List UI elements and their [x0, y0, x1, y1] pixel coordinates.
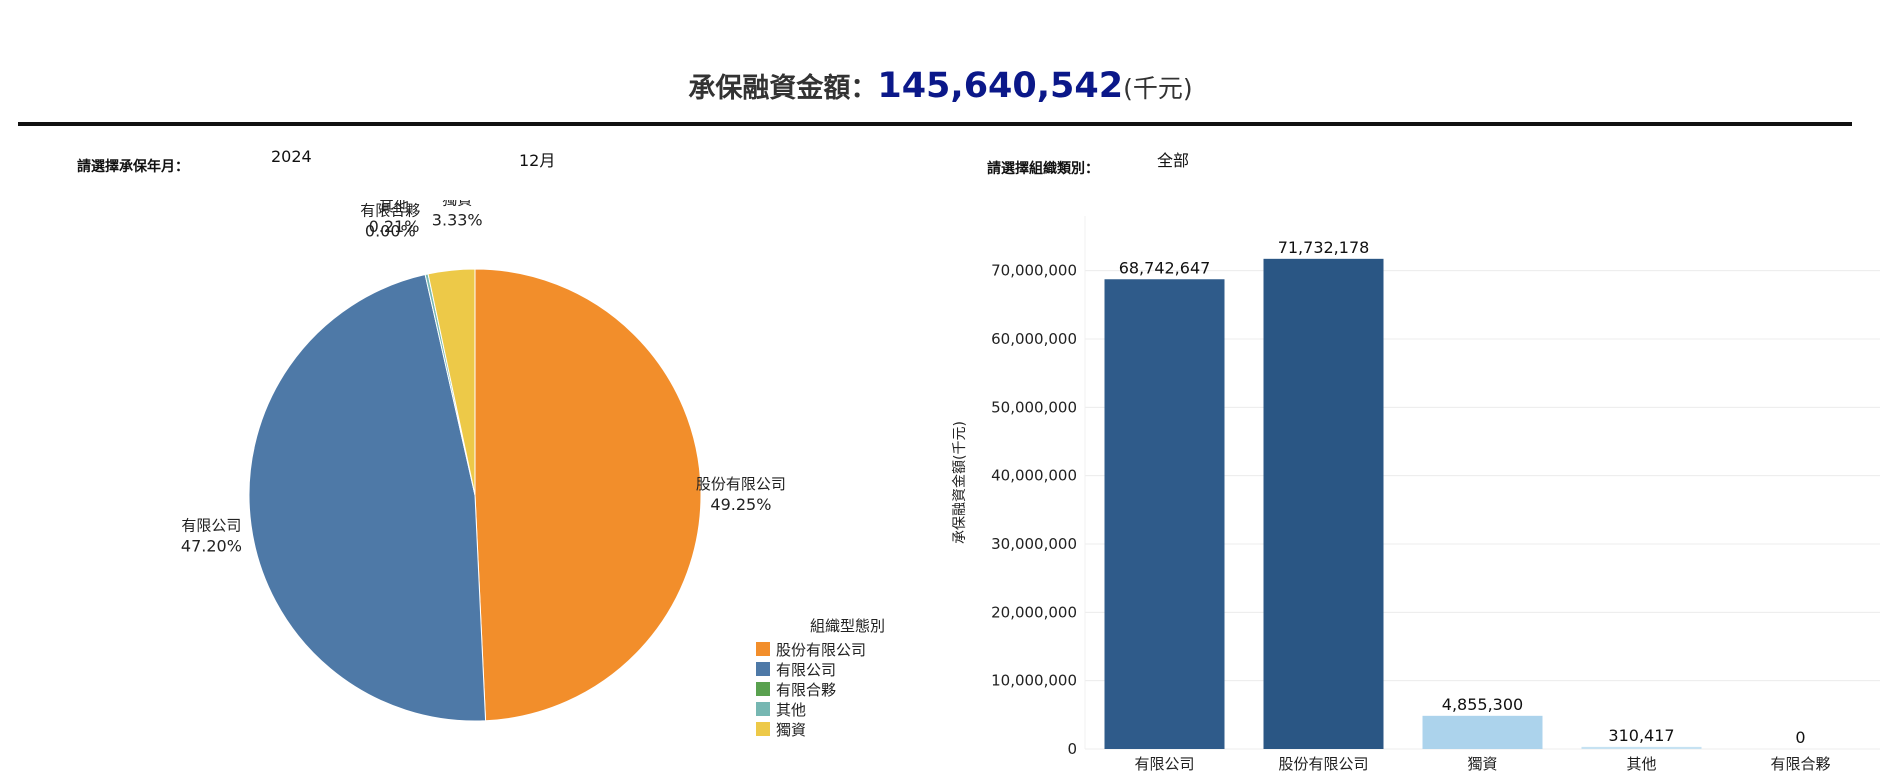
pie-label: 獨資: [442, 200, 472, 208]
legend-label: 有限公司: [776, 660, 837, 679]
month-select[interactable]: 12月: [519, 151, 556, 170]
y-tick-label: 30,000,000: [991, 535, 1077, 553]
bar-value-label: 71,732,178: [1278, 238, 1370, 257]
pie-slice: [248, 273, 487, 722]
pie-slice: [427, 268, 476, 496]
y-tick-label: 0: [1067, 740, 1077, 758]
legend-item[interactable]: 獨資: [756, 719, 885, 739]
legend-title: 組織型態別: [810, 617, 886, 635]
legend-label: 其他: [776, 700, 807, 719]
legend-label: 獨資: [776, 720, 807, 739]
pie-value-label: 0.00%: [365, 222, 416, 241]
bar: [1581, 746, 1702, 749]
legend-item[interactable]: 有限合夥: [756, 679, 885, 699]
bar-value-label: 310,417: [1608, 726, 1674, 745]
bar: [1104, 279, 1225, 749]
org-type-filter-label: 請選擇組織類別：: [987, 161, 1099, 177]
legend-item[interactable]: 股份有限公司: [756, 639, 885, 659]
pie-label: 有限公司: [181, 517, 241, 535]
y-axis-label: 承保融資金額(千元): [952, 421, 968, 544]
y-tick-label: 10,000,000: [991, 672, 1077, 690]
x-tick-label: 獨資: [1467, 755, 1497, 773]
pie-label: 有限合夥: [360, 202, 420, 220]
x-tick-label: 有限合夥: [1770, 755, 1830, 773]
bar-value-label: 0: [1795, 728, 1805, 747]
x-tick-label: 其他: [1626, 755, 1656, 773]
x-tick-label: 有限公司: [1134, 755, 1194, 773]
org-type-select[interactable]: 全部: [1157, 151, 1190, 170]
bar: [1422, 715, 1543, 749]
bar-value-label: 4,855,300: [1442, 695, 1523, 714]
pie-chart-area: 股份有限公司 49.25% 有限公司 47.20% 有限合夥 0.00% 其他 0.21% 獨資…: [0, 190, 940, 760]
pie-slice: [474, 268, 702, 722]
total-amount: 145,640,542: [877, 66, 1124, 106]
header: 承保融資金額：145,640,542(千元): [0, 66, 1881, 106]
bar: [1263, 258, 1384, 749]
y-tick-label: 70,000,000: [991, 262, 1077, 280]
pie-value-label: 47.20%: [181, 537, 242, 556]
legend-swatch: [756, 722, 770, 736]
y-tick-label: 50,000,000: [991, 398, 1077, 416]
legend-label: 有限合夥: [776, 680, 837, 699]
legend-label: 股份有限公司: [776, 640, 867, 659]
pie-legend: 組織型態別 股份有限公司 有限公司 有限合夥 其他 獨資: [756, 615, 885, 739]
pie-label: 其他: [379, 200, 409, 215]
bar-chart-area: 0 10,000,000 20,000,000 30,000,000 40,000,00…: [940, 200, 1881, 780]
bar-value-label: 68,742,647: [1119, 258, 1211, 277]
pie-value-label: 0.21%: [369, 217, 420, 236]
pie-label: 股份有限公司: [696, 475, 786, 493]
year-select[interactable]: 2024: [271, 147, 312, 166]
total-unit: (千元): [1123, 74, 1193, 103]
pie-chart: 股份有限公司 49.25% 有限公司 47.20% 有限合夥 0.00% 其他 0.21% 獨資…: [181, 190, 786, 722]
bar-chart: 0 10,000,000 20,000,000 30,000,000 40,000,00…: [952, 216, 1880, 773]
header-divider: [18, 122, 1852, 126]
legend-swatch: [756, 642, 770, 656]
legend-item[interactable]: 有限公司: [756, 659, 885, 679]
legend-swatch: [756, 702, 770, 716]
legend-swatch: [756, 682, 770, 696]
legend-swatch: [756, 662, 770, 676]
legend-item[interactable]: 其他: [756, 699, 885, 719]
total-label: 承保融資金額：: [688, 73, 878, 104]
y-tick-label: 60,000,000: [991, 330, 1077, 348]
pie-value-label: 49.25%: [710, 495, 771, 514]
y-tick-label: 20,000,000: [991, 603, 1077, 621]
y-tick-label: 40,000,000: [991, 467, 1077, 485]
x-tick-label: 股份有限公司: [1278, 755, 1368, 773]
pie-value-label: 3.33%: [432, 210, 483, 229]
period-filter-label: 請選擇承保年月：: [77, 159, 189, 175]
